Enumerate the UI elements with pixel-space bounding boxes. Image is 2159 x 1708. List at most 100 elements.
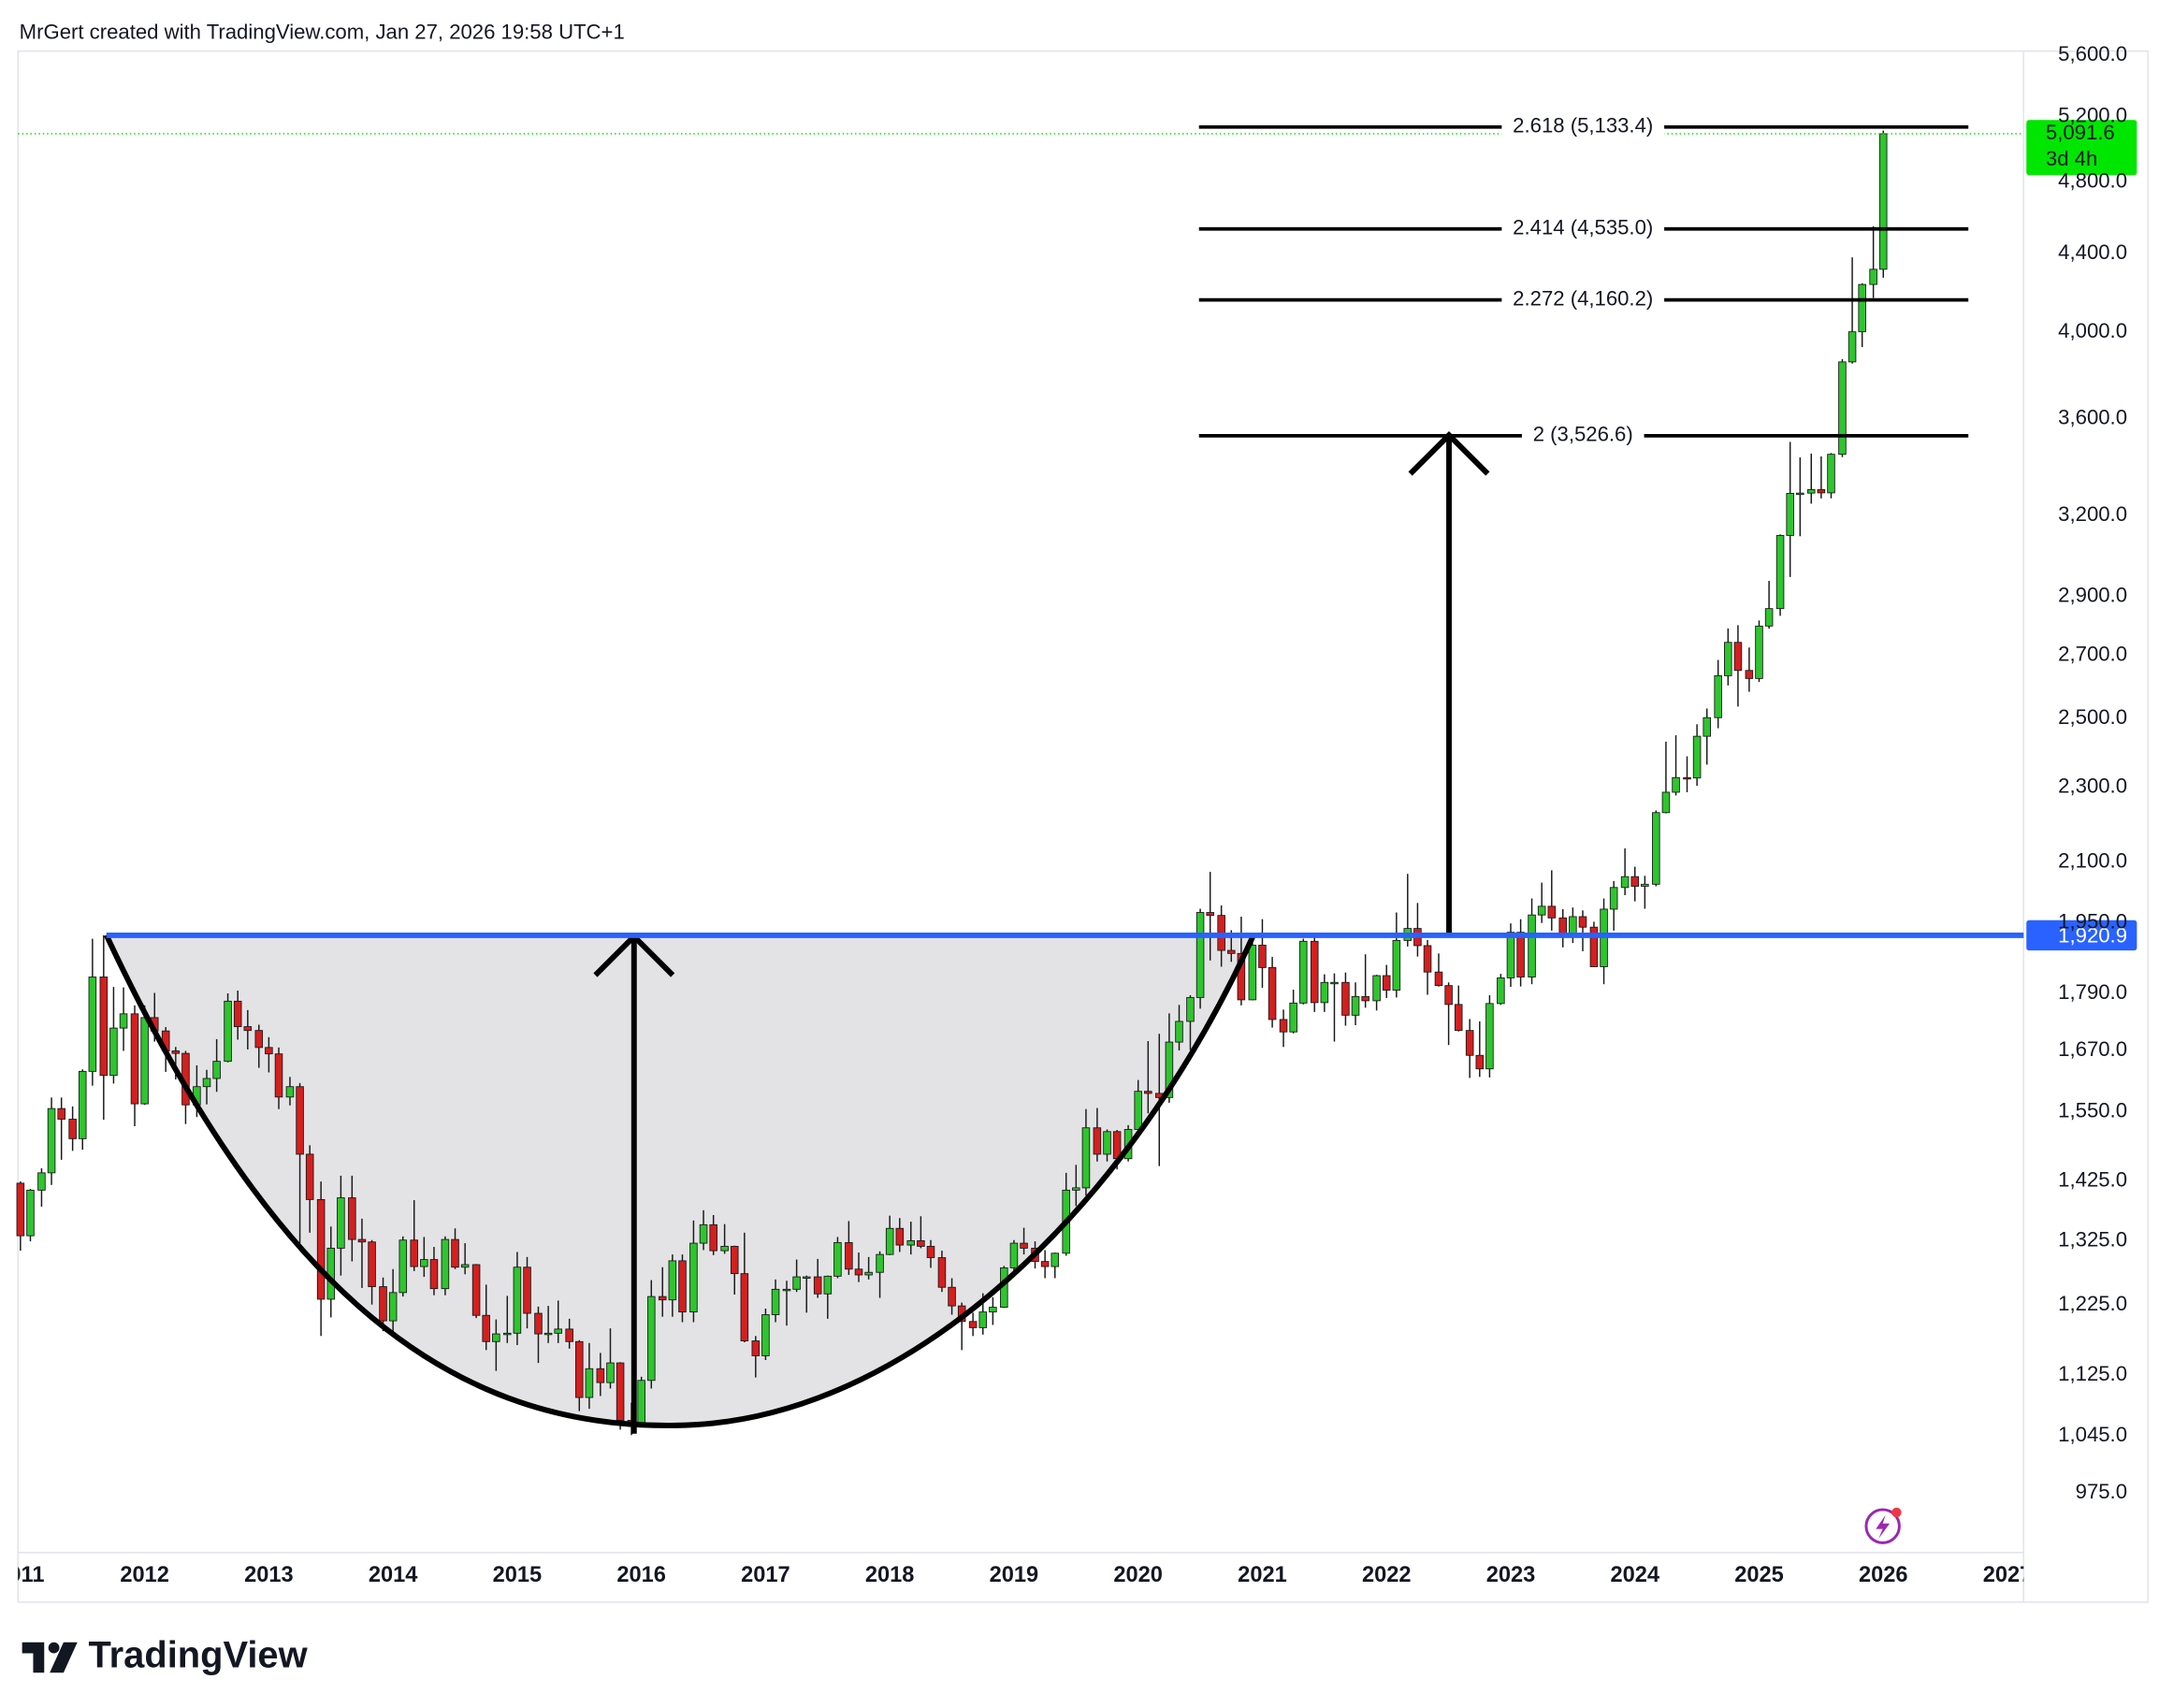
candle-body <box>1506 932 1515 978</box>
candle-body <box>709 1223 717 1252</box>
candle-body <box>948 1286 956 1307</box>
candle-body <box>968 1321 978 1328</box>
candle-body <box>720 1245 729 1252</box>
header: MrGert created with TradingView.com, Jan… <box>20 20 625 43</box>
candle-body <box>1454 1004 1463 1032</box>
candle-body <box>575 1340 584 1398</box>
candle-body <box>1330 981 1339 985</box>
candle-body <box>554 1328 562 1334</box>
candle-body <box>606 1362 615 1383</box>
candle-body <box>1248 945 1257 1001</box>
x-tick-label: 2026 <box>1859 1563 1908 1587</box>
candle-body <box>782 1288 791 1292</box>
candle-body <box>1847 331 1857 363</box>
candle-body <box>1268 966 1277 1020</box>
candle-body <box>171 1050 181 1054</box>
candle-body <box>47 1107 56 1174</box>
candle-body <box>1858 283 1866 333</box>
candle-body <box>243 1026 253 1032</box>
y-tick-label: 4,800.0 <box>2058 169 2127 193</box>
candle-body <box>1103 1131 1111 1155</box>
candle-body <box>616 1362 625 1421</box>
x-tick-label: 2019 <box>990 1563 1039 1587</box>
last-price-badge <box>2026 120 2137 176</box>
candle-body <box>1869 268 1877 285</box>
candle-body <box>274 1053 283 1098</box>
countdown-label: 3d 4h <box>2046 147 2097 170</box>
candle-body <box>1620 876 1630 889</box>
candle-body <box>917 1239 925 1247</box>
candle-body <box>1195 912 1205 998</box>
candle-body <box>130 1013 139 1105</box>
candle-body <box>1764 608 1774 627</box>
candle-body <box>1144 1091 1152 1094</box>
candle-body <box>1081 1127 1091 1189</box>
x-tick-label: 2013 <box>244 1563 294 1587</box>
candle-body <box>637 1380 645 1425</box>
y-tick-label: 1,950.0 <box>2058 910 2127 934</box>
x-tick-label: 2011 <box>0 1563 44 1587</box>
candle-body <box>658 1295 667 1301</box>
chart-frame <box>17 50 2149 1603</box>
x-tick-label: 2014 <box>369 1563 418 1587</box>
candle-body <box>88 977 97 1072</box>
candle-body <box>876 1253 884 1273</box>
y-tick-label: 3,200.0 <box>2058 502 2127 526</box>
candle-body <box>348 1197 356 1240</box>
y-tick-label: 1,125.0 <box>2058 1362 2127 1385</box>
candle-body <box>1878 133 1888 270</box>
y-tick-label: 4,000.0 <box>2058 319 2127 342</box>
candle-body <box>823 1275 833 1295</box>
candle-body <box>398 1239 408 1294</box>
candle-body <box>937 1257 947 1288</box>
candle-body <box>1609 887 1618 910</box>
x-tick-label: 2020 <box>1113 1563 1163 1587</box>
y-tick-label: 1,225.0 <box>2058 1292 2127 1315</box>
candles <box>16 130 1888 1436</box>
candle-body <box>1714 674 1722 718</box>
candle-body <box>140 1017 149 1105</box>
candle-body <box>1838 361 1847 456</box>
candle-body <box>926 1245 935 1258</box>
candle-body <box>1703 716 1712 737</box>
y-tick-label: 2,500.0 <box>2058 705 2127 729</box>
y-tick-label: 1,045.0 <box>2058 1423 2127 1446</box>
candle-body <box>451 1238 459 1268</box>
y-tick-label: 5,200.0 <box>2058 103 2127 126</box>
candle-body <box>57 1107 65 1120</box>
y-tick-label: 4,400.0 <box>2058 240 2127 264</box>
candle-body <box>1226 949 1236 954</box>
candle-body <box>1641 883 1649 887</box>
candle-body <box>1258 945 1267 968</box>
candle-body <box>1796 492 1804 496</box>
candle-body <box>1528 914 1536 977</box>
fib-label-bg <box>1501 113 1665 138</box>
candle-body <box>678 1260 687 1313</box>
candle-body <box>1298 940 1308 1004</box>
candle-body <box>1485 1003 1494 1070</box>
y-tick-label: 975.0 <box>2076 1480 2127 1503</box>
candle-body <box>1186 996 1195 1022</box>
candle-body <box>99 977 109 1077</box>
candle-body <box>543 1332 553 1336</box>
candle-body <box>265 1047 273 1055</box>
x-axis-labels: 2011 2012 2013 2014 2015 2016 2017 2018 2019 2020… <box>0 1563 2023 1587</box>
y-tick-label: 1,425.0 <box>2058 1167 2127 1191</box>
y-tick-label: 1,790.0 <box>2058 980 2127 1004</box>
candle-body <box>1827 454 1835 494</box>
candle-body <box>78 1070 87 1139</box>
candle-body <box>296 1086 304 1155</box>
candle-body <box>730 1245 739 1275</box>
candle-body <box>379 1286 387 1322</box>
y-tick-label: 5,600.0 <box>2058 42 2127 65</box>
candle-body <box>1692 735 1702 779</box>
candle-body <box>1806 488 1816 494</box>
candle-body <box>771 1288 780 1315</box>
candle-body <box>337 1197 345 1249</box>
candle-body <box>368 1241 376 1287</box>
candle-body <box>989 1307 997 1313</box>
candle-body <box>1134 1091 1142 1130</box>
candle-body <box>596 1368 605 1383</box>
fib-label: 2 (3,526.6) <box>1533 423 1633 446</box>
y-tick-label: 2,300.0 <box>2058 774 2127 797</box>
